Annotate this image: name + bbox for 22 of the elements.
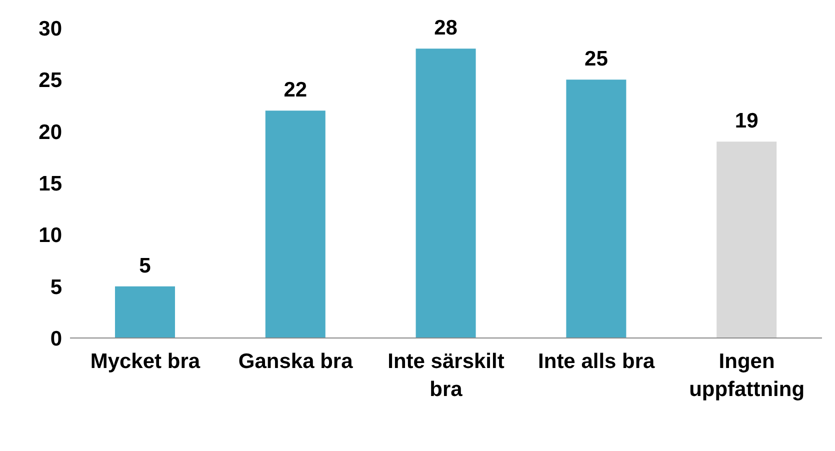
y-tick-label: 5 bbox=[50, 276, 62, 299]
bar bbox=[416, 48, 476, 338]
x-tick-label: Inte särskilt bra bbox=[388, 350, 504, 401]
y-tick-label: 15 bbox=[38, 172, 62, 196]
data-label: 19 bbox=[734, 110, 758, 133]
y-tick-label: 30 bbox=[38, 17, 62, 40]
data-label: 25 bbox=[584, 48, 608, 71]
y-tick-label: 20 bbox=[38, 120, 62, 144]
y-tick-label: 0 bbox=[50, 327, 62, 350]
data-label: 5 bbox=[139, 254, 152, 278]
y-tick-label: 25 bbox=[38, 69, 62, 92]
data-label: 28 bbox=[434, 16, 458, 40]
bar bbox=[115, 286, 175, 338]
x-tick-label: Inte alls bra bbox=[538, 350, 656, 373]
y-tick-label: 10 bbox=[38, 224, 62, 248]
bar bbox=[716, 142, 777, 338]
x-tick-label: Ingen uppfattning bbox=[689, 350, 805, 401]
bar bbox=[566, 80, 626, 338]
x-tick-label: Ganska bra bbox=[238, 350, 354, 373]
data-label: 22 bbox=[284, 78, 308, 102]
x-tick-label: Mycket bra bbox=[90, 350, 200, 373]
bar bbox=[265, 110, 326, 338]
